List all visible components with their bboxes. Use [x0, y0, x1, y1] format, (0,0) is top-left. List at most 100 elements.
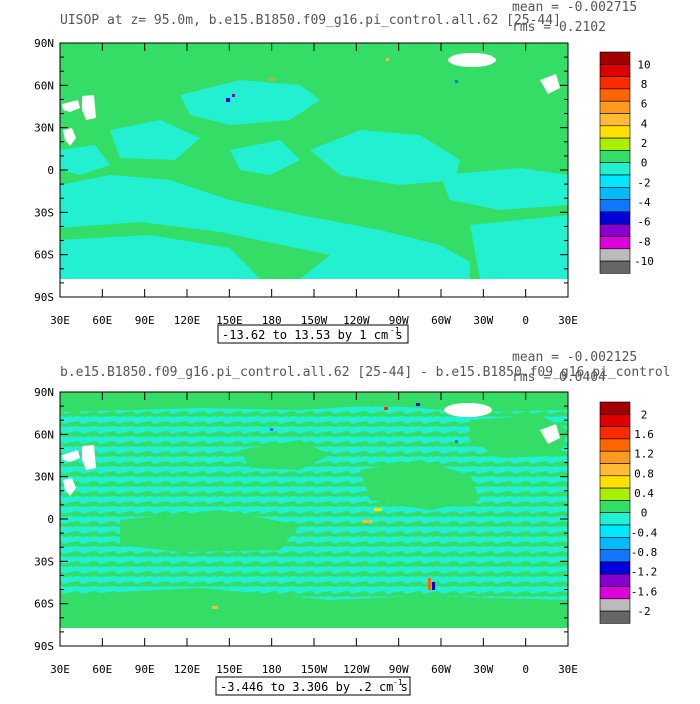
top-range-box: -13.62 to 13.53 by 1 cm s -1 — [217, 324, 409, 344]
colorbar-swatch — [599, 401, 631, 415]
lon-tick-label: 90W — [389, 663, 409, 676]
lon-tick-label: 60E — [92, 314, 112, 327]
lon-tick-label: 60E — [92, 663, 112, 676]
colorbar-label: 1.2 — [634, 448, 654, 461]
lon-tick-label: 120E — [174, 663, 201, 676]
lat-tick-label: 30S — [34, 555, 54, 568]
colorbar-swatch — [599, 512, 631, 526]
colorbar-swatch — [599, 561, 631, 575]
lon-tick-label: 30E — [558, 314, 578, 327]
colorbar-swatch — [599, 174, 631, 188]
colorbar-label: -10 — [634, 255, 654, 268]
lat-tick-label: 30S — [34, 206, 54, 219]
colorbar-label: 6 — [641, 98, 648, 111]
colorbar-swatch — [599, 610, 631, 624]
colorbar-swatch — [599, 100, 631, 114]
colorbar-label: 2 — [641, 137, 648, 150]
lat-tick-label: 90N — [34, 386, 54, 399]
bottom-lat-axis: 90N 60N 30N 0 30S 60S 90S — [34, 386, 568, 653]
colorbar-swatch — [599, 426, 631, 440]
bottom-map — [60, 392, 568, 646]
colorbar-swatch — [599, 475, 631, 489]
lat-tick-label: 60S — [34, 598, 54, 611]
top-map — [60, 43, 568, 297]
top-range-unit-exp: -1 — [390, 326, 400, 335]
lat-tick-label: 0 — [47, 164, 54, 177]
lat-tick-label: 30N — [34, 122, 54, 135]
lon-tick-label: 180 — [262, 663, 282, 676]
bottom-lon-axis: 30E 60E 90E 120E 150E 180 150W 120W 90W 60W 30W 0 30… — [50, 392, 578, 676]
lon-tick-label: 150E — [216, 663, 243, 676]
colorbar-swatch — [599, 463, 631, 477]
colorbar-swatch — [599, 76, 631, 90]
colorbar-swatch — [599, 223, 631, 237]
colorbar-swatch — [599, 598, 631, 612]
colorbar-label: 1.6 — [634, 428, 654, 441]
colorbar-label: 0 — [641, 507, 648, 520]
colorbar-swatch — [599, 500, 631, 513]
lon-tick-label: 90W — [389, 314, 409, 327]
lon-tick-label: 120W — [343, 314, 370, 327]
colorbar-swatch — [599, 162, 631, 176]
colorbar-swatch — [599, 88, 631, 102]
colorbar-label: -8 — [637, 235, 650, 248]
colorbar-swatch — [599, 487, 631, 501]
colorbar-swatch — [599, 211, 631, 225]
lat-tick-label: 30N — [34, 471, 54, 484]
bottom-panel: b.e15.B1850.f09_g16.pi_control.all.62 [2… — [34, 350, 670, 696]
colorbar-label: -1.2 — [631, 566, 658, 579]
top-map-speckles — [226, 58, 458, 102]
colorbar-swatch — [599, 150, 631, 163]
colorbar-label: -2 — [637, 605, 650, 618]
colorbar-swatch — [599, 524, 631, 538]
lon-tick-label: 30W — [473, 314, 493, 327]
colorbar-swatch — [599, 248, 631, 262]
top-lat-axis: 90N 60N 30N 0 30S 60S 90S — [34, 37, 568, 304]
lon-tick-label: 0 — [522, 663, 529, 676]
lat-tick-label: 90S — [34, 291, 54, 304]
colorbar-label: 2 — [641, 408, 648, 421]
lon-tick-label: 60W — [431, 314, 451, 327]
lon-tick-label: 150W — [301, 663, 328, 676]
colorbar-swatch — [599, 450, 631, 464]
colorbar-label: -1.6 — [631, 585, 658, 598]
colorbar-label: 0.8 — [634, 467, 654, 480]
top-title: UISOP at z= 95.0m, b.e15.B1850.f09_g16.p… — [60, 13, 561, 28]
bottom-range-box: -3.446 to 3.306 by .2 cm s -1 — [215, 676, 411, 696]
bottom-mean-label: mean = -0.002125 — [512, 350, 637, 365]
colorbar-swatch — [599, 586, 631, 600]
bottom-rms-label: rms = 0.0404 — [512, 370, 606, 385]
lon-tick-label: 150W — [301, 314, 328, 327]
colorbar-label: -0.8 — [631, 546, 658, 559]
colorbar-swatch — [599, 236, 631, 250]
bottom-range-unit-exp: -1 — [393, 678, 403, 687]
colorbar-swatch — [599, 187, 631, 200]
lon-tick-label: 180 — [262, 314, 282, 327]
bottom-title: b.e15.B1850.f09_g16.pi_control.all.62 [2… — [60, 365, 670, 380]
lon-tick-label: 30E — [50, 314, 70, 327]
lat-tick-label: 60S — [34, 249, 54, 262]
colorbar-swatch — [599, 125, 631, 139]
top-colorbar: 10 8 6 4 2 0 -2 -4 -6 -8 -10 — [599, 51, 654, 274]
colorbar-swatch — [599, 413, 631, 427]
colorbar-label: 4 — [641, 117, 648, 130]
colorbar-swatch — [599, 113, 631, 127]
top-panel: UISOP at z= 95.0m, b.e15.B1850.f09_g16.p… — [34, 0, 654, 344]
lon-tick-label: 120W — [343, 663, 370, 676]
colorbar-swatch — [599, 438, 631, 452]
lat-tick-label: 0 — [47, 513, 54, 526]
lon-tick-label: 0 — [522, 314, 529, 327]
top-range-label: -13.62 to 13.53 by 1 cm s — [222, 328, 403, 342]
lon-tick-label: 120E — [174, 314, 201, 327]
bottom-colorbar: 2 1.6 1.2 0.8 0.4 0 -0.4 -0.8 -1.2 -1.6 -2 — [599, 401, 658, 624]
colorbar-label: 10 — [637, 58, 650, 71]
colorbar-swatch — [599, 549, 631, 563]
top-map-cyan-regions — [60, 80, 568, 279]
colorbar-swatch — [599, 260, 631, 274]
lat-tick-label: 90S — [34, 640, 54, 653]
lon-tick-label: 30W — [473, 663, 493, 676]
top-lon-axis: 30E 60E 90E 120E 150E 180 150W 120W 90W 60W 30W 0 30… — [50, 43, 578, 327]
colorbar-label: 0 — [641, 157, 648, 170]
lat-tick-label: 90N — [34, 37, 54, 50]
